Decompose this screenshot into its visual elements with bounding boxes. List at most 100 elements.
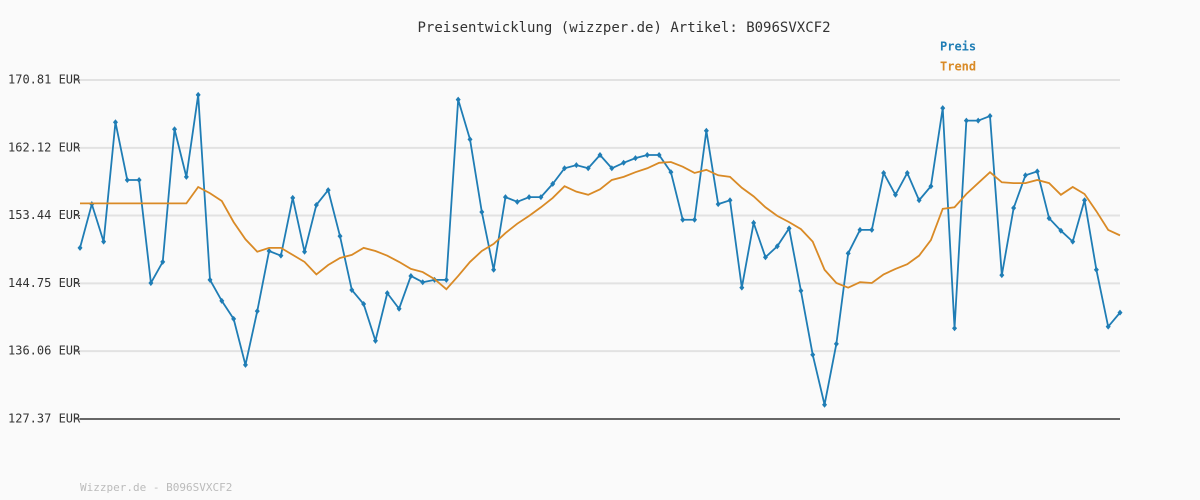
point [869, 226, 875, 233]
point [703, 127, 709, 134]
point [302, 248, 308, 255]
point [833, 340, 839, 347]
point [278, 252, 284, 259]
chart-title: Preisentwicklung (wizzper.de) Artikel: B… [417, 20, 830, 36]
y-tick-label: 144.75 EUR [8, 276, 81, 290]
series-line [80, 161, 1121, 291]
point [349, 287, 355, 294]
point [479, 208, 485, 215]
point [136, 176, 142, 183]
point [396, 305, 402, 312]
point [573, 162, 579, 169]
point [751, 219, 757, 226]
point [715, 201, 721, 208]
point [845, 250, 851, 257]
point [420, 279, 426, 286]
point [195, 91, 201, 98]
y-tick-label: 153.44 EUR [8, 208, 81, 222]
y-tick-label: 127.37 EUR [8, 412, 81, 426]
point [774, 243, 780, 250]
point [242, 361, 248, 368]
point [337, 233, 343, 240]
point [550, 180, 556, 187]
point [183, 173, 189, 180]
point [904, 169, 910, 176]
point [1070, 238, 1076, 245]
point [538, 194, 544, 201]
point [632, 155, 638, 162]
point [1058, 227, 1064, 234]
point [668, 169, 674, 176]
point [384, 290, 390, 297]
point [656, 151, 662, 158]
point [1117, 309, 1123, 316]
point [1011, 205, 1017, 212]
point [881, 169, 887, 176]
point [597, 151, 603, 158]
point [443, 276, 449, 283]
point [112, 119, 118, 126]
point [585, 165, 591, 172]
point [313, 201, 319, 208]
point [101, 238, 107, 245]
point [562, 165, 568, 172]
point [644, 151, 650, 158]
point [491, 266, 497, 273]
point [254, 308, 260, 315]
point [739, 284, 745, 291]
point [455, 96, 461, 103]
point [999, 272, 1005, 279]
point [810, 351, 816, 358]
point [680, 216, 686, 223]
point [1022, 172, 1028, 179]
legend-label: Trend [940, 60, 976, 74]
point [361, 301, 367, 308]
point [266, 247, 272, 254]
point [467, 136, 473, 143]
point [219, 297, 225, 304]
point [124, 176, 130, 183]
point [609, 165, 615, 172]
point [762, 254, 768, 261]
point [621, 159, 627, 166]
point [502, 194, 508, 201]
point [408, 272, 414, 279]
point [987, 112, 993, 119]
point [1093, 266, 1099, 273]
point [231, 315, 237, 322]
point [822, 401, 828, 408]
point [727, 197, 733, 204]
footer: Wizzper.de - B096SVXCF2 [80, 481, 232, 494]
point [952, 325, 958, 332]
point [372, 337, 378, 344]
series-line [79, 94, 1121, 405]
point [798, 287, 804, 294]
point [290, 194, 296, 201]
point [77, 244, 83, 251]
point [692, 216, 698, 223]
point [172, 126, 178, 133]
point [526, 194, 532, 201]
point [1082, 197, 1088, 204]
point [207, 276, 213, 283]
point [928, 183, 934, 190]
point [325, 187, 331, 194]
point [940, 105, 946, 112]
point [148, 279, 154, 286]
point [160, 258, 166, 265]
point [975, 117, 981, 124]
point [786, 225, 792, 232]
legend-label: Preis [940, 40, 976, 54]
point [1105, 323, 1111, 330]
y-tick-label: 170.81 EUR [8, 73, 81, 87]
point [892, 191, 898, 198]
y-tick-label: 136.06 EUR [8, 344, 81, 358]
point [916, 197, 922, 204]
y-tick-label: 162.12 EUR [8, 140, 81, 154]
point [1034, 168, 1040, 175]
point [514, 198, 520, 205]
point [963, 117, 969, 124]
point [857, 226, 863, 233]
point [1046, 215, 1052, 222]
